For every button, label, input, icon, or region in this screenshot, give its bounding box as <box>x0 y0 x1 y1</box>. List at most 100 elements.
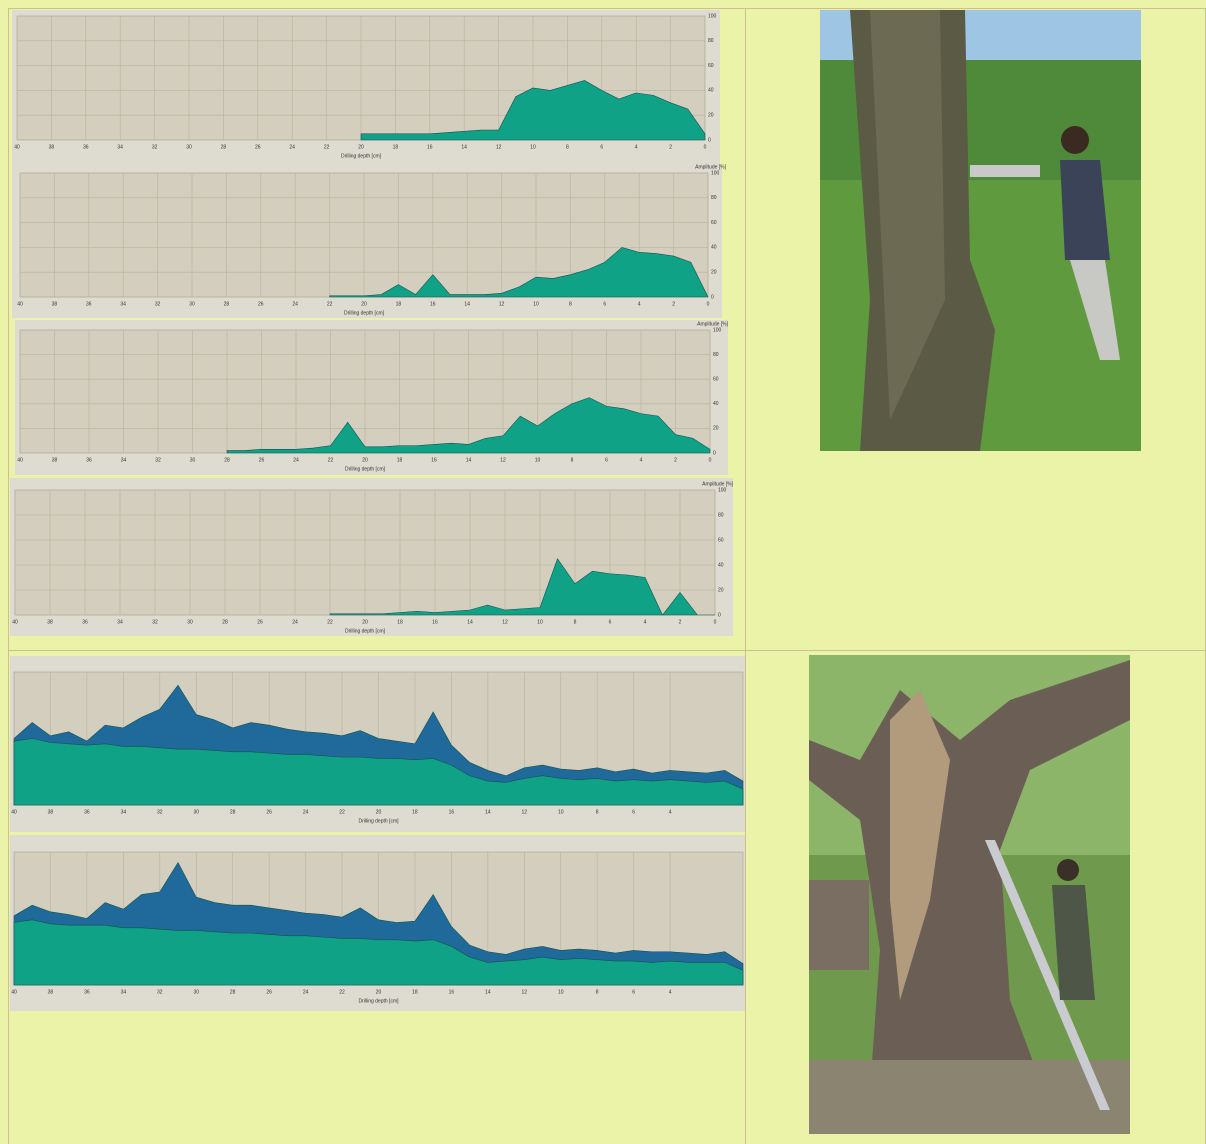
x-tick-label: 16 <box>432 619 438 625</box>
x-tick-label: 20 <box>362 619 368 625</box>
y-tick-label: 0 <box>708 137 711 143</box>
x-tick-label: 28 <box>230 989 236 995</box>
x-tick-label: 18 <box>397 619 403 625</box>
y-tick-label: 20 <box>711 270 717 276</box>
x-tick-label: 30 <box>190 457 196 463</box>
x-tick-label: 26 <box>266 809 272 815</box>
x-tick-label: 8 <box>596 809 599 815</box>
x-tick-label: 8 <box>596 989 599 995</box>
y-tick-label: 0 <box>711 294 714 300</box>
x-tick-label: 38 <box>47 619 53 625</box>
x-tick-label: 10 <box>537 619 543 625</box>
x-tick-label: 8 <box>574 619 577 625</box>
x-tick-label: 34 <box>121 809 127 815</box>
x-tick-label: 22 <box>324 144 330 150</box>
x-tick-label: 0 <box>714 619 717 625</box>
x-tick-label: 36 <box>83 144 89 150</box>
x-tick-label: 38 <box>49 144 55 150</box>
x-tick-label: 24 <box>293 457 299 463</box>
x-tick-label: 36 <box>86 301 92 307</box>
x-tick-label: 30 <box>193 989 199 995</box>
x-tick-label: 6 <box>632 809 635 815</box>
x-tick-label: 36 <box>84 809 90 815</box>
y-axis-label: Amplitude [%] <box>695 164 726 170</box>
x-tick-label: 26 <box>257 619 263 625</box>
x-tick-label: 38 <box>52 457 58 463</box>
x-tick-label: 32 <box>157 809 163 815</box>
x-tick-label: 2 <box>679 619 682 625</box>
y-tick-label: 60 <box>711 220 717 226</box>
x-tick-label: 16 <box>449 809 455 815</box>
x-tick-label: 24 <box>303 989 309 995</box>
x-tick-label: 14 <box>485 809 491 815</box>
resistograph-chart: 4038363432302826242220181614121086420020… <box>12 164 727 318</box>
x-tick-label: 34 <box>121 989 127 995</box>
y-tick-label: 100 <box>713 327 722 333</box>
x-tick-label: 20 <box>376 989 382 995</box>
x-tick-label: 16 <box>431 457 437 463</box>
x-tick-label: 36 <box>82 619 88 625</box>
x-tick-label: 26 <box>255 144 261 150</box>
x-tick-label: 38 <box>48 809 54 815</box>
y-tick-label: 40 <box>713 401 719 407</box>
x-tick-label: 4 <box>669 989 672 995</box>
x-tick-label: 8 <box>566 144 569 150</box>
x-tick-label: 12 <box>522 989 528 995</box>
x-tick-label: 6 <box>632 989 635 995</box>
x-tick-label: 28 <box>224 301 230 307</box>
x-tick-label: 12 <box>496 144 502 150</box>
x-tick-label: 32 <box>155 457 161 463</box>
x-tick-label: 20 <box>376 809 382 815</box>
x-tick-label: 22 <box>327 301 333 307</box>
x-tick-label: 24 <box>289 144 295 150</box>
x-tick-label: 8 <box>571 457 574 463</box>
x-tick-label: 18 <box>396 301 402 307</box>
y-tick-label: 40 <box>718 562 724 568</box>
x-tick-label: 16 <box>449 989 455 995</box>
x-tick-label: 28 <box>224 457 230 463</box>
x-axis-label: Drilling depth [cm] <box>358 998 399 1004</box>
photo-tree-inspection <box>820 10 1141 451</box>
x-tick-label: 10 <box>533 301 539 307</box>
x-tick-label: 30 <box>186 144 192 150</box>
y-tick-label: 40 <box>708 88 714 94</box>
resistograph-chart: 40383634323028262422201816141210864Drill… <box>10 656 745 832</box>
x-tick-label: 0 <box>704 144 707 150</box>
photo-old-tree-ladder <box>809 655 1130 1134</box>
x-axis-label: Drilling depth [cm] <box>358 818 399 824</box>
x-tick-label: 28 <box>221 144 227 150</box>
y-tick-label: 100 <box>718 487 727 493</box>
y-tick-label: 100 <box>708 13 717 19</box>
x-tick-label: 18 <box>412 809 418 815</box>
x-tick-label: 4 <box>638 301 641 307</box>
x-tick-label: 34 <box>120 301 126 307</box>
x-tick-label: 32 <box>152 144 158 150</box>
resistograph-chart: 4038363432302826242220181614121086420020… <box>10 478 734 636</box>
x-tick-label: 32 <box>155 301 161 307</box>
x-tick-label: 14 <box>485 989 491 995</box>
x-tick-label: 28 <box>230 809 236 815</box>
y-tick-label: 80 <box>708 38 714 44</box>
x-axis-label: Drilling depth [cm] <box>341 153 382 159</box>
x-tick-label: 0 <box>707 301 710 307</box>
x-tick-label: 2 <box>669 144 672 150</box>
x-tick-label: 0 <box>709 457 712 463</box>
x-tick-label: 22 <box>339 809 345 815</box>
x-tick-label: 2 <box>674 457 677 463</box>
x-tick-label: 36 <box>86 457 92 463</box>
x-tick-label: 10 <box>558 809 564 815</box>
x-tick-label: 30 <box>189 301 195 307</box>
x-tick-label: 16 <box>430 301 436 307</box>
y-tick-label: 0 <box>718 612 721 618</box>
y-tick-label: 80 <box>718 512 724 518</box>
x-tick-label: 32 <box>157 989 163 995</box>
y-tick-label: 60 <box>708 63 714 69</box>
page: 4038363432302826242220181614121086420020… <box>0 0 1206 1144</box>
x-tick-label: 34 <box>117 144 123 150</box>
x-tick-label: 40 <box>17 457 23 463</box>
y-tick-label: 20 <box>708 113 714 119</box>
x-tick-label: 40 <box>14 144 20 150</box>
x-tick-label: 20 <box>362 457 368 463</box>
